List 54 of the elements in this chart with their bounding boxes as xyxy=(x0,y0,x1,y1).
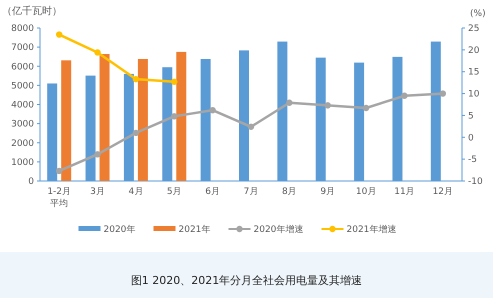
y2-tick-label: -10 xyxy=(468,177,483,187)
x-tick-label: 7月 xyxy=(244,187,258,197)
y-tick-label: 2000 xyxy=(11,138,34,149)
point xyxy=(248,124,254,130)
point xyxy=(209,106,216,114)
point xyxy=(440,90,446,97)
y-tick-label: 3000 xyxy=(11,120,34,130)
point xyxy=(401,92,408,99)
point xyxy=(94,151,101,158)
legend-label: 2020年 xyxy=(104,224,136,235)
point xyxy=(362,104,370,112)
y-tick-label: 0 xyxy=(28,177,34,187)
bar xyxy=(138,58,148,181)
bar xyxy=(61,60,72,181)
y2-tick-label: 25 xyxy=(468,24,480,34)
y2-tick-label: 5 xyxy=(468,111,474,122)
x-tick-label: 11月 xyxy=(394,187,415,197)
y-tick-label: 5000 xyxy=(11,81,34,92)
x-tick-label: 3月 xyxy=(90,187,105,197)
x-tick-label: 4月 xyxy=(128,187,144,197)
y-tick-label: 8000 xyxy=(11,24,34,34)
y-tick-label: 1000 xyxy=(11,158,34,168)
y2-tick-label: 15 xyxy=(468,68,480,78)
x-tick-label: 9月 xyxy=(320,187,336,197)
legend-label: 2020年增速 xyxy=(254,224,304,235)
legend-label: 2021年 xyxy=(178,224,210,235)
point xyxy=(171,113,178,120)
x-tick-label: 10月 xyxy=(356,187,376,197)
y2-tick-label: 20 xyxy=(468,46,480,56)
x-tick-label: 6月 xyxy=(205,187,220,197)
point xyxy=(56,31,62,38)
bar xyxy=(100,54,110,181)
point xyxy=(324,102,331,109)
point xyxy=(171,78,178,85)
y-axis-title: （亿千瓦时） xyxy=(2,5,62,17)
point xyxy=(56,168,62,174)
y2-tick-label: -5 xyxy=(468,155,477,166)
x-tick-label: 8月 xyxy=(282,187,297,197)
point xyxy=(286,100,293,106)
y-tick-label: 6000 xyxy=(11,62,34,72)
y-tick-label: 4000 xyxy=(11,100,34,110)
y2-tick-label: 10 xyxy=(468,90,480,100)
x-tick-label: 1-2月平均 xyxy=(47,187,72,209)
x-tick-label: 12月 xyxy=(432,187,454,197)
legend-label: 2021年增速 xyxy=(346,224,396,235)
point xyxy=(132,130,140,136)
bar xyxy=(176,52,186,181)
y2-tick-label: 0 xyxy=(468,133,474,144)
point xyxy=(94,49,101,56)
x-tick-label: 5月 xyxy=(166,187,182,197)
point xyxy=(132,76,140,82)
y-tick-label: 7000 xyxy=(11,43,34,54)
y2-axis-title: (%) xyxy=(470,9,486,19)
text: 图1 2020、2021年分月全社会用电量及其增速 xyxy=(130,274,362,287)
